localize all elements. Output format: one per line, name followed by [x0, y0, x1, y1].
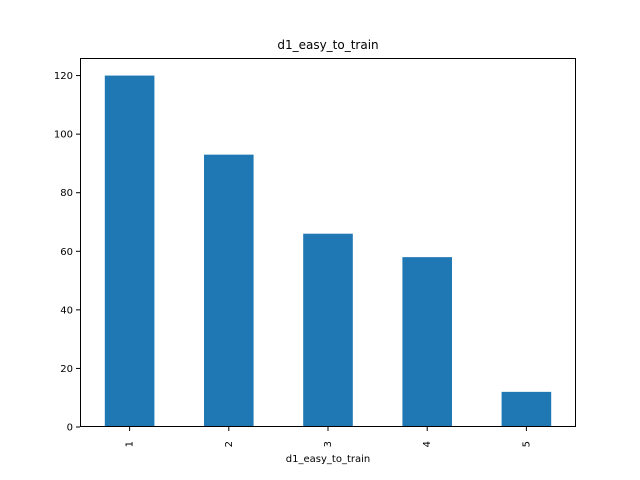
y-tick-label-80: 80: [60, 188, 73, 199]
y-tick-label-100: 100: [54, 130, 73, 141]
x-tick-label-2: 2: [224, 441, 235, 447]
bar-4: [402, 257, 452, 427]
y-tick-label-0: 0: [67, 423, 73, 434]
y-tick-label-60: 60: [60, 247, 73, 258]
x-axis: 1 2 3 4 5: [125, 427, 532, 447]
x-tick-label-5: 5: [521, 441, 532, 447]
x-tick-label-3: 3: [323, 441, 334, 447]
y-axis: 0 20 40 60 80 100 120: [54, 71, 80, 434]
bar-2: [204, 154, 254, 427]
y-tick-label-120: 120: [54, 71, 73, 82]
y-tick-label-20: 20: [60, 364, 73, 375]
chart-title: d1_easy_to_train: [277, 38, 378, 52]
x-tick-label-1: 1: [125, 441, 136, 447]
bar-5: [501, 391, 552, 427]
plot-frame: [80, 58, 576, 427]
bar-1: [104, 75, 155, 428]
x-axis-title: d1_easy_to_train: [286, 454, 370, 465]
x-tick-label-4: 4: [422, 441, 433, 447]
bar-3: [303, 233, 353, 427]
bars-group: [104, 75, 552, 428]
y-tick-label-40: 40: [60, 305, 73, 316]
